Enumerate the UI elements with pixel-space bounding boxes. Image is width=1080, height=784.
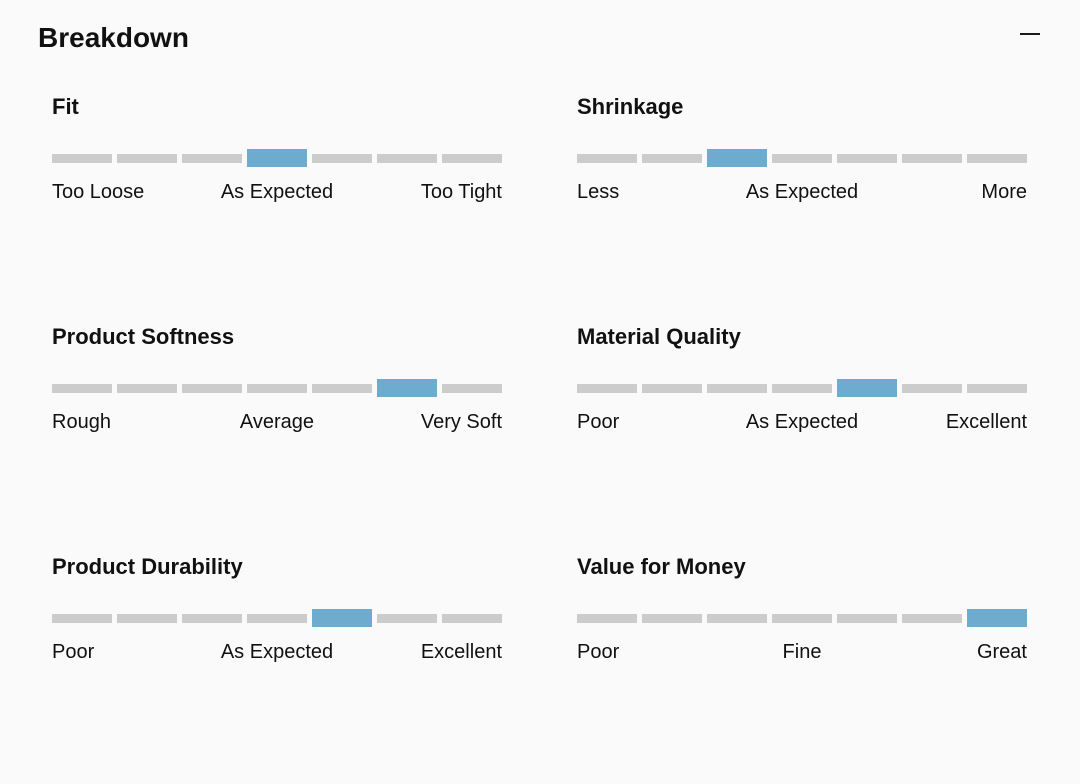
rating-segment [247, 613, 307, 623]
rating-segment [442, 383, 502, 393]
rating-segment [117, 383, 177, 393]
scale-label-left: Poor [577, 411, 620, 433]
rating-bar [52, 379, 502, 397]
rating-segment [442, 613, 502, 623]
scale-label-right: Excellent [945, 411, 1027, 433]
rating-segment [182, 383, 242, 393]
rating-scale-labels: Rough Average Very Soft [52, 410, 502, 434]
rating-segment [707, 613, 767, 623]
scale-label-right: Too Tight [420, 181, 502, 203]
scale-label-center: Fine [782, 641, 822, 663]
rating-segment [117, 613, 177, 623]
metrics-grid: Fit Too Loose As Expected Too Tight Shri… [0, 54, 1080, 784]
scale-label-center: Average [239, 411, 315, 433]
rating-segment [772, 153, 832, 163]
scale-label-right: Excellent [420, 641, 502, 663]
metric-title: Fit [52, 94, 79, 119]
rating-segment-active [967, 609, 1027, 627]
rating-segment [377, 613, 437, 623]
rating-segment [577, 613, 637, 623]
rating-segment [772, 613, 832, 623]
scale-label-left: Too Loose [52, 181, 145, 203]
rating-segment [837, 153, 897, 163]
rating-scale-labels: Poor Fine Great [577, 640, 1027, 664]
rating-segment [642, 383, 702, 393]
scale-label-center: As Expected [220, 641, 334, 663]
rating-segment [707, 383, 767, 393]
rating-segment [52, 383, 112, 393]
scale-label-right: More [981, 181, 1027, 203]
collapse-button[interactable] [1020, 27, 1040, 41]
metric-title: Material Quality [577, 324, 741, 349]
minus-icon [1020, 33, 1040, 35]
rating-segment [247, 383, 307, 393]
rating-segment-active [312, 609, 372, 627]
rating-segment [117, 153, 177, 163]
rating-segment [902, 153, 962, 163]
rating-segment [312, 383, 372, 393]
rating-segment-active [377, 379, 437, 397]
rating-segment [52, 613, 112, 623]
rating-segment [902, 613, 962, 623]
rating-segment [182, 613, 242, 623]
scale-label-left: Poor [577, 641, 620, 663]
scale-label-right: Great [976, 641, 1027, 663]
metric-card: Product Durability Poor As Expected Exce… [52, 554, 502, 784]
rating-segment [902, 383, 962, 393]
metric-card: Value for Money Poor Fine Great [577, 554, 1027, 784]
scale-label-left: Poor [52, 641, 95, 663]
rating-segment [967, 153, 1027, 163]
rating-bar [52, 149, 502, 167]
breakdown-header: Breakdown [0, 0, 1080, 54]
scale-label-center: As Expected [745, 181, 859, 203]
rating-segment [577, 383, 637, 393]
rating-bar [52, 609, 502, 627]
rating-segment [377, 153, 437, 163]
rating-segment [642, 613, 702, 623]
scale-label-left: Less [577, 181, 620, 203]
metric-card: Product Softness Rough Average Very Soft [52, 324, 502, 554]
rating-bar [577, 379, 1027, 397]
scale-label-left: Rough [52, 411, 111, 433]
rating-bar [577, 149, 1027, 167]
rating-segment [577, 153, 637, 163]
scale-label-center: As Expected [220, 181, 334, 203]
rating-segment-active [707, 149, 767, 167]
rating-segment [642, 153, 702, 163]
metric-title: Value for Money [577, 554, 746, 579]
rating-scale-labels: Too Loose As Expected Too Tight [52, 180, 502, 204]
metric-card: Material Quality Poor As Expected Excell… [577, 324, 1027, 554]
scale-label-right: Very Soft [420, 411, 502, 433]
rating-segment [837, 613, 897, 623]
rating-segment [442, 153, 502, 163]
metric-title: Product Durability [52, 554, 243, 579]
metric-card: Fit Too Loose As Expected Too Tight [52, 94, 502, 324]
rating-segment-active [837, 379, 897, 397]
metric-title: Product Softness [52, 324, 235, 349]
rating-segment-active [247, 149, 307, 167]
scale-label-center: As Expected [745, 411, 859, 433]
rating-segment [967, 383, 1027, 393]
rating-segment [312, 153, 372, 163]
rating-segment [182, 153, 242, 163]
rating-segment [52, 153, 112, 163]
panel-title: Breakdown [38, 22, 189, 53]
rating-scale-labels: Less As Expected More [577, 180, 1027, 204]
rating-segment [772, 383, 832, 393]
metric-card: Shrinkage Less As Expected More [577, 94, 1027, 324]
rating-scale-labels: Poor As Expected Excellent [577, 410, 1027, 434]
metric-title: Shrinkage [577, 94, 684, 119]
rating-scale-labels: Poor As Expected Excellent [52, 640, 502, 664]
rating-bar [577, 609, 1027, 627]
